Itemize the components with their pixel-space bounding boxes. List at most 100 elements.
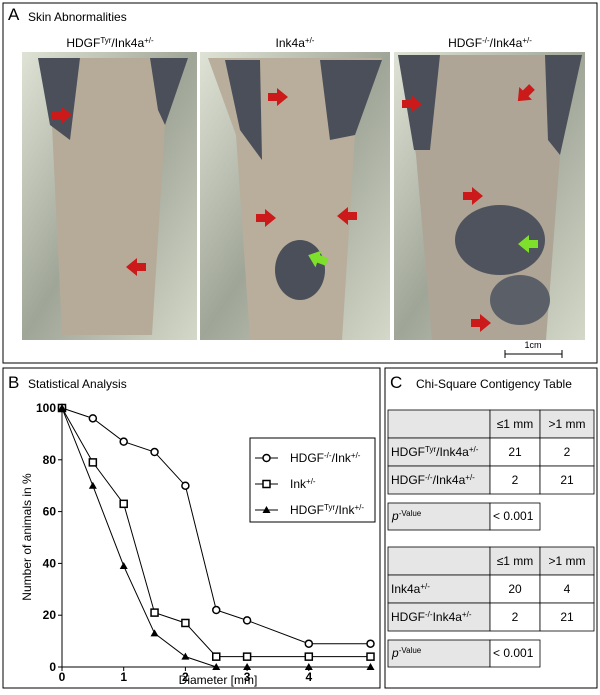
panel-label: B (8, 373, 19, 392)
marker (150, 447, 159, 457)
marker (243, 663, 252, 670)
text-part: /Ink4a (490, 36, 523, 50)
column-header: ≤1 mm (497, 417, 534, 431)
text-part: HDGF (290, 503, 324, 517)
superscript: -/- (324, 451, 332, 460)
text-part: /Ink (335, 503, 355, 517)
marker (181, 481, 190, 490)
marker (150, 629, 159, 637)
table-cell (387, 546, 491, 576)
table-cell (489, 409, 541, 439)
text-part: Ink4a (433, 610, 463, 624)
table-cell (387, 639, 491, 668)
x-axis-title: Diameter [mm] (179, 673, 258, 687)
text-part: /Ink4a (433, 473, 466, 487)
marker (88, 481, 97, 489)
p-value-label: p-Value (391, 509, 422, 524)
table-cell (539, 546, 595, 576)
column-header: ≤1 mm (497, 554, 534, 568)
table-cell (489, 546, 541, 576)
x-tick-label: 1 (120, 670, 127, 684)
table-cell (539, 602, 595, 632)
superscript: -/- (425, 610, 433, 619)
panel-a-frame (2, 2, 598, 364)
x-tick-label: 0 (59, 670, 66, 684)
superscript: +/- (351, 451, 361, 460)
marker (262, 453, 271, 463)
panel-title: Statistical Analysis (28, 377, 127, 391)
y-tick-label: 60 (43, 505, 57, 519)
marker (242, 616, 252, 625)
table-cell (539, 437, 595, 467)
p-value-label: p-Value (391, 646, 422, 661)
marker (181, 618, 190, 628)
text-part: HDGF (448, 36, 482, 50)
superscript: +/- (522, 36, 532, 45)
panel-label: A (8, 5, 20, 24)
legend-label: HDGFTyr/Ink+/- (290, 503, 364, 518)
marker (119, 437, 128, 446)
scale-bar-label: 1cm (524, 340, 541, 350)
marker (366, 652, 375, 661)
legend-label: Ink+/- (290, 477, 316, 492)
marker (304, 663, 313, 670)
marker (119, 561, 128, 569)
panel-label: C (390, 373, 402, 392)
marker (88, 414, 98, 423)
marker (366, 639, 375, 648)
marker (212, 652, 221, 661)
marker (262, 479, 271, 489)
panel-b-frame (2, 367, 381, 689)
y-tick-label: 100 (36, 401, 56, 415)
table-value: 21 (508, 445, 522, 459)
marker (119, 499, 128, 509)
y-tick-label: 0 (49, 660, 56, 674)
row-label: HDGF-/-/Ink4a+/- (391, 473, 475, 488)
text-part: HDGF (66, 36, 100, 50)
text-part: HDGF (391, 473, 425, 487)
table-cell (387, 602, 491, 632)
marker (304, 639, 314, 648)
y-axis-title: Number of animals in % (20, 473, 34, 601)
marker (58, 404, 66, 411)
photos (22, 52, 585, 358)
row-label: Ink4a+/- (391, 582, 430, 597)
text-part: Ink4a (276, 36, 306, 50)
superscript: Tyr (100, 36, 111, 45)
text-part: Ink4a (391, 582, 421, 596)
photo-title: Ink4a+/- (276, 36, 315, 51)
superscript: +/- (354, 503, 364, 512)
superscript: -/- (425, 473, 433, 482)
superscript: +/- (469, 445, 479, 454)
photo-title: HDGFTyr/Ink4a+/- (66, 36, 154, 51)
column-header: >1 mm (548, 554, 585, 568)
text-part: p (391, 646, 399, 660)
x-tick-label: 4 (305, 670, 312, 684)
table-cell (489, 502, 541, 531)
text-part: /Ink4a (436, 445, 469, 459)
legend (249, 437, 376, 523)
text-part: -Value (399, 509, 422, 518)
table-cell (387, 465, 491, 495)
superscript: Tyr (324, 503, 335, 512)
y-tick-label: 40 (43, 556, 57, 570)
x-tick-label: 2 (182, 670, 189, 684)
row-label: HDGF-/-Ink4a+/- (391, 610, 472, 625)
legend-label: HDGF-/-/Ink+/- (290, 451, 361, 466)
marker (304, 652, 314, 661)
marker (242, 652, 252, 661)
table-value: 21 (560, 473, 574, 487)
table-cell (489, 639, 541, 668)
table-value: 2 (512, 473, 519, 487)
panel-title: Skin Abnormalities (28, 10, 127, 24)
row-label: HDGFTyr/Ink4a+/- (391, 445, 479, 460)
text-part: /Ink (332, 451, 352, 465)
table-cell (489, 465, 541, 495)
superscript: +/- (420, 582, 430, 591)
table-cell (387, 437, 491, 467)
marker (88, 458, 98, 467)
marker (181, 652, 190, 660)
superscript: +/- (465, 473, 475, 482)
table-cell (539, 465, 595, 495)
